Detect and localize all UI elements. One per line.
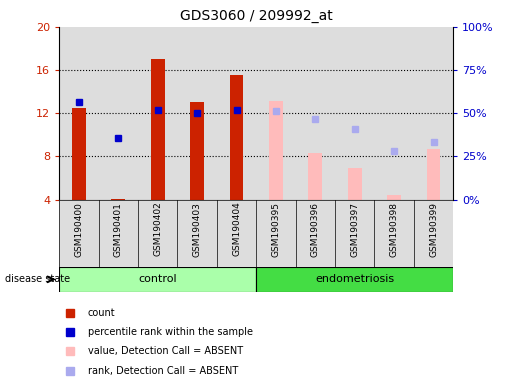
Text: GSM190396: GSM190396 — [311, 202, 320, 257]
Text: percentile rank within the sample: percentile rank within the sample — [88, 327, 253, 337]
Bar — [59, 200, 99, 267]
Bar — [374, 200, 414, 267]
Bar — [256, 200, 296, 267]
Bar — [138, 200, 177, 267]
Text: rank, Detection Call = ABSENT: rank, Detection Call = ABSENT — [88, 366, 238, 376]
Bar — [177, 200, 217, 267]
Text: GSM190398: GSM190398 — [390, 202, 399, 257]
Bar — [217, 27, 256, 200]
Text: GSM190402: GSM190402 — [153, 202, 162, 257]
Bar — [111, 199, 125, 200]
Bar — [138, 27, 177, 200]
Title: GDS3060 / 209992_at: GDS3060 / 209992_at — [180, 9, 333, 23]
Bar — [308, 153, 322, 200]
Text: GSM190403: GSM190403 — [193, 202, 201, 257]
Bar — [59, 27, 98, 200]
Bar — [151, 59, 165, 200]
Bar — [335, 200, 374, 267]
Text: GSM190395: GSM190395 — [271, 202, 280, 257]
Bar — [190, 103, 204, 200]
Text: control: control — [139, 274, 177, 285]
Text: GSM190399: GSM190399 — [429, 202, 438, 257]
Bar — [348, 168, 362, 200]
Bar — [374, 27, 414, 200]
Text: count: count — [88, 308, 115, 318]
Bar — [99, 200, 138, 267]
Bar — [296, 27, 335, 200]
Bar — [256, 27, 296, 200]
Bar — [414, 200, 453, 267]
Bar — [296, 200, 335, 267]
Bar — [177, 27, 217, 200]
Bar — [230, 76, 244, 200]
Text: disease state: disease state — [5, 274, 70, 285]
Bar — [256, 267, 453, 292]
Text: GSM190401: GSM190401 — [114, 202, 123, 257]
Bar — [217, 200, 256, 267]
Text: GSM190404: GSM190404 — [232, 202, 241, 257]
Text: value, Detection Call = ABSENT: value, Detection Call = ABSENT — [88, 346, 243, 356]
Text: GSM190397: GSM190397 — [350, 202, 359, 257]
Bar — [414, 27, 453, 200]
Bar — [59, 267, 256, 292]
Bar — [98, 27, 138, 200]
Text: endometriosis: endometriosis — [315, 274, 394, 285]
Bar — [269, 101, 283, 200]
Bar — [335, 27, 374, 200]
Bar — [72, 108, 86, 200]
Bar — [426, 149, 440, 200]
Text: GSM190400: GSM190400 — [75, 202, 83, 257]
Bar — [387, 195, 401, 200]
